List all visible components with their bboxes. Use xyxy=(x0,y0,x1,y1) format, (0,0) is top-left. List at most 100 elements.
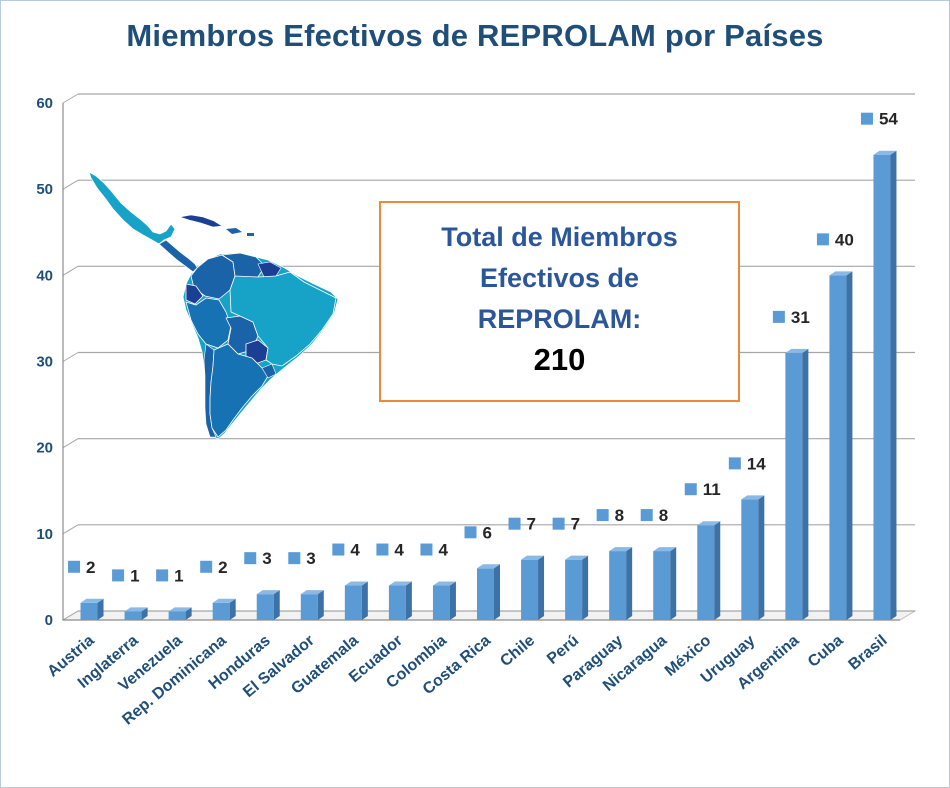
bar xyxy=(432,585,450,620)
map-region-hispaniola xyxy=(226,228,242,234)
data-label: 8 xyxy=(615,506,624,525)
bar xyxy=(609,551,627,620)
bar-side xyxy=(582,555,589,620)
map-region-ecuador xyxy=(185,283,204,305)
data-marker xyxy=(156,569,169,582)
map-region-guianas xyxy=(257,261,282,278)
bar-side xyxy=(185,607,192,620)
bar-top xyxy=(388,581,412,586)
map-region-argentina xyxy=(209,343,269,438)
gridline-depth xyxy=(62,352,79,362)
bar-side xyxy=(626,547,633,620)
bar xyxy=(697,525,715,620)
gridline-depth xyxy=(62,438,79,449)
data-marker xyxy=(464,526,477,539)
data-label: 3 xyxy=(262,549,271,568)
data-label: 3 xyxy=(306,549,315,568)
bar-side xyxy=(317,590,324,620)
map-region-uruguay xyxy=(261,363,277,379)
bar-side xyxy=(802,348,809,620)
data-marker xyxy=(244,552,257,565)
bars-layer xyxy=(80,150,897,620)
map-region-peru xyxy=(185,297,232,349)
bar-top xyxy=(697,521,721,526)
gridline-depth xyxy=(62,524,79,535)
bar-side xyxy=(670,547,677,620)
bar-top xyxy=(609,547,633,552)
y-tick-label: 20 xyxy=(36,440,53,457)
data-label: 2 xyxy=(86,558,95,577)
y-tick-label: 0 xyxy=(45,612,53,629)
map-region-cuba xyxy=(179,214,223,228)
data-label: 14 xyxy=(747,454,766,473)
bar xyxy=(873,154,891,620)
total-members-box: Total de Miembros Efectivos de REPROLAM:… xyxy=(379,201,740,402)
bar xyxy=(521,559,539,620)
data-marker xyxy=(596,509,609,522)
bar-side xyxy=(273,590,280,620)
data-label: 4 xyxy=(438,541,448,560)
bar-top xyxy=(653,547,677,552)
bar-top xyxy=(829,271,853,276)
map-region-brazil xyxy=(229,271,337,367)
bar-side xyxy=(846,271,853,620)
data-label: 8 xyxy=(659,506,668,525)
bar xyxy=(565,559,583,620)
data-label: 4 xyxy=(350,541,360,560)
chart-title: Miembros Efectivos de REPROLAM por Paíse… xyxy=(126,18,824,53)
data-marker xyxy=(684,483,697,496)
total-members-label: Total de Miembros Efectivos de REPROLAM: xyxy=(441,222,678,334)
bar-side xyxy=(97,598,104,620)
data-marker xyxy=(288,552,301,565)
bar xyxy=(344,585,362,620)
axis-layer: 0 10 20 30 40 50 60 xyxy=(36,95,900,629)
latin-america-map xyxy=(88,171,339,440)
bar-top xyxy=(80,598,104,603)
bar xyxy=(256,594,274,620)
total-members-value: 210 xyxy=(533,342,586,377)
markers-layer xyxy=(68,112,873,582)
x-tick-label: Brasil xyxy=(846,632,891,674)
map-region-central-america xyxy=(158,239,200,273)
data-label: 7 xyxy=(571,515,580,534)
x-tick-label: Chile xyxy=(497,632,538,670)
bar xyxy=(300,594,318,620)
data-label: 31 xyxy=(791,308,810,327)
data-label: 1 xyxy=(174,566,183,585)
data-label: 2 xyxy=(218,558,227,577)
bar-top xyxy=(565,555,589,560)
bar xyxy=(741,499,759,620)
data-marker xyxy=(68,560,81,573)
gridline-depth xyxy=(62,265,79,276)
data-marker xyxy=(200,560,213,573)
x-tick-label: Cuba xyxy=(805,632,847,671)
data-marker xyxy=(112,569,125,582)
y-tick-label: 30 xyxy=(36,354,53,371)
bar-top xyxy=(300,590,324,595)
x-tick-label: Perú xyxy=(544,632,582,668)
bar-top xyxy=(741,495,765,500)
bar-top xyxy=(873,150,897,155)
data-label: 7 xyxy=(527,515,536,534)
data-label: 4 xyxy=(394,541,404,560)
bar-top xyxy=(432,581,456,586)
bar xyxy=(168,611,186,620)
data-label: 6 xyxy=(483,523,492,542)
bar-top xyxy=(212,598,236,603)
data-marker xyxy=(508,517,521,530)
y-tick-label: 10 xyxy=(36,526,53,543)
bar-top xyxy=(785,348,809,353)
bar-top xyxy=(521,555,545,560)
data-marker xyxy=(552,517,565,530)
y-tick-label: 50 xyxy=(36,181,53,198)
bar-side xyxy=(758,495,765,620)
bar-top xyxy=(256,590,280,595)
map-region-puerto-rico xyxy=(247,233,254,236)
bar-top xyxy=(168,607,192,612)
bar xyxy=(80,602,98,620)
gridline-depth xyxy=(62,179,79,190)
data-marker xyxy=(860,112,873,125)
data-marker xyxy=(728,457,741,470)
bar-side xyxy=(361,581,368,620)
